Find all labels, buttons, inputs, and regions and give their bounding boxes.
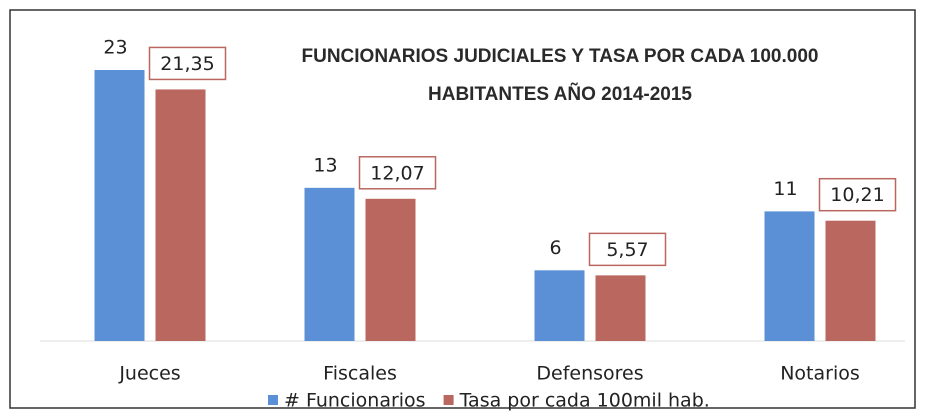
value-label: 5,57 [606, 239, 648, 261]
x-tick-label: Notarios [780, 363, 860, 385]
x-tick-label: Defensores [536, 363, 643, 385]
bar [94, 70, 145, 341]
legend-label: # Funcionarios [284, 390, 426, 412]
frame [9, 9, 916, 409]
bar [365, 198, 416, 341]
value-label-box [148, 46, 227, 81]
bar [595, 275, 646, 341]
value-label: 12,07 [370, 162, 424, 184]
bar [534, 270, 585, 341]
bar [304, 187, 355, 341]
value-label: 13 [313, 154, 337, 176]
legend-label: Tasa por cada 100mil hab. [459, 390, 710, 412]
bar [764, 211, 815, 341]
value-label: 21,35 [160, 53, 214, 75]
value-label: 23 [103, 37, 127, 59]
legend-swatch [443, 395, 454, 405]
value-label-box [818, 177, 897, 212]
bar [825, 220, 876, 341]
legend-swatch [268, 395, 278, 405]
value-label-box [358, 156, 437, 190]
value-label: 10,21 [830, 184, 884, 206]
bar [155, 89, 206, 341]
chart-title: FUNCIONARIOS JUDICIALES Y TASA POR CADA … [301, 46, 819, 105]
x-tick-label: Jueces [118, 363, 180, 385]
value-label: 6 [549, 237, 561, 259]
value-label: 11 [773, 178, 797, 200]
value-label-box [588, 232, 667, 267]
x-tick-label: Fiscales [323, 363, 397, 385]
